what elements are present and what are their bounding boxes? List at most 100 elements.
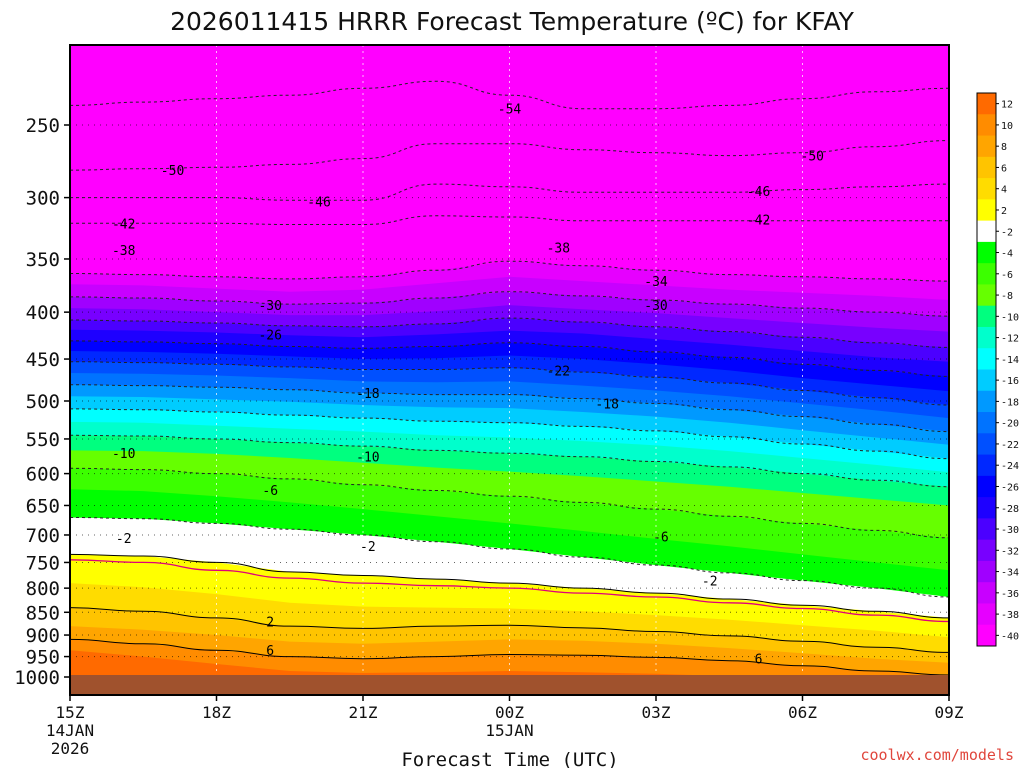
colorbar-label: 2	[1001, 206, 1007, 217]
y-tick-label: 450	[26, 349, 60, 371]
isotherm-line	[70, 467, 949, 539]
contour-label: -10	[112, 447, 135, 462]
isotherm-line	[70, 553, 949, 619]
isotherm-line	[70, 260, 949, 282]
colorbar-label: 4	[1001, 185, 1007, 196]
colorbar-swatch	[977, 603, 996, 626]
isotherm-line	[70, 80, 949, 110]
colorbar-label: -6	[1001, 270, 1013, 281]
colorbar-label: -14	[1001, 355, 1019, 366]
colorbar-swatch	[977, 199, 996, 222]
isotherm-line	[70, 317, 949, 348]
x-tick-sublabel: 14JAN	[46, 721, 94, 740]
isotherm-line	[70, 291, 949, 317]
colorbar-label: -24	[1001, 461, 1019, 472]
contour-label: -30	[258, 299, 281, 314]
contour-label: -18	[356, 387, 379, 402]
contour-label: -18	[595, 397, 618, 412]
contour-label: -38	[112, 244, 135, 259]
colorbar-swatch	[977, 114, 996, 137]
colorbar-label: -12	[1001, 334, 1019, 345]
chart-title: 2026011415 HRRR Forecast Temperature (ºC…	[170, 7, 855, 36]
y-tick-label: 300	[26, 188, 60, 210]
isotherm-line	[70, 517, 949, 598]
colorbar-swatch	[977, 220, 996, 243]
colorbar-swatch	[977, 369, 996, 392]
colorbar-swatch	[977, 241, 996, 264]
x-tick-label: 18Z	[202, 703, 231, 722]
y-tick-label: 350	[26, 249, 60, 271]
colorbar-border	[976, 92, 997, 647]
colorbar-swatch	[977, 305, 996, 328]
contour-label: -6	[653, 531, 669, 546]
y-tick-label: 850	[26, 602, 60, 624]
colorbar-label: 12	[1001, 100, 1013, 111]
x-tick-sublabel: 15JAN	[485, 721, 533, 740]
colorbar-swatch	[977, 263, 996, 285]
colorbar-swatch	[977, 412, 996, 434]
contour-label: -54	[498, 103, 522, 118]
y-axis: 2503003504004505005506006507007508008509…	[14, 115, 70, 689]
contour-label: -42	[747, 214, 770, 229]
colorbar-swatch	[977, 475, 996, 498]
colorbar-label: -26	[1001, 482, 1019, 493]
freezing-line	[70, 559, 949, 623]
colorbar-swatch	[977, 582, 996, 604]
x-tick-label: 15Z	[56, 703, 85, 722]
colorbar-legend: 12 10 8 6 4 2 -2 -4 -6 -8 -10 -12 -14 -16 -18 -20 -22 -24…	[976, 92, 1019, 647]
isotherm-line	[70, 384, 949, 433]
x-tick-label: 00Z	[495, 703, 524, 722]
y-tick-label: 700	[26, 525, 60, 547]
contour-label: -26	[258, 328, 281, 343]
x-axis-label: Forecast Time (UTC)	[401, 749, 618, 768]
colorbar-swatch	[977, 454, 996, 477]
isotherm-line	[70, 607, 949, 653]
colorbar-swatch	[977, 539, 996, 562]
contour-label: -42	[112, 217, 135, 232]
y-tick-label: 800	[26, 578, 60, 600]
y-tick-label: 900	[26, 625, 60, 647]
y-tick-label: 400	[26, 302, 60, 324]
contour-label: -30	[644, 299, 667, 314]
colorbar-label: -2	[1001, 227, 1013, 238]
y-tick-label: 950	[26, 647, 60, 669]
colorbar-label: -28	[1001, 504, 1019, 515]
x-tick-label: 03Z	[642, 703, 671, 722]
colorbar-label: -30	[1001, 525, 1019, 536]
x-tick-sublabel: 2026	[51, 739, 90, 758]
plot-area: -54-50-50-46-46-42 -42-38 -38-34-30 -30-26-…	[70, 45, 949, 695]
contour-label: -34	[644, 275, 668, 290]
contour-label: -2	[702, 575, 718, 590]
isotherm-line	[70, 140, 949, 171]
ground-terrain	[70, 675, 949, 695]
isotherm-line	[70, 215, 949, 226]
y-tick-label: 750	[26, 552, 60, 574]
colorbar-label: 10	[1001, 121, 1013, 132]
contour-label: -46	[747, 185, 770, 200]
colorbar-swatch	[977, 284, 996, 307]
colorbar-label: -32	[1001, 546, 1019, 557]
x-tick-label: 06Z	[788, 703, 817, 722]
contour-label: -46	[307, 196, 330, 211]
colorbar-label: 6	[1001, 163, 1007, 174]
colorbar-swatch	[977, 518, 996, 541]
colorbar-swatch	[977, 433, 996, 456]
contour-label: -22	[547, 364, 570, 379]
colorbar-swatch	[977, 93, 996, 115]
contour-label: -6	[262, 484, 278, 499]
contour-label: 6	[755, 653, 763, 668]
colorbar-swatch	[977, 135, 996, 158]
isotherm-line	[70, 638, 949, 676]
contour-label: 2	[266, 616, 274, 631]
y-tick-label: 250	[26, 115, 60, 137]
isotherm-line	[70, 361, 949, 406]
colorbar-label: -18	[1001, 397, 1019, 408]
x-tick-label: 09Z	[935, 703, 964, 722]
colorbar-label: -36	[1001, 589, 1019, 600]
isotherm-line	[70, 408, 949, 460]
colorbar-swatch	[977, 156, 996, 179]
colorbar-label: -38	[1001, 610, 1019, 621]
y-tick-label: 650	[26, 495, 60, 517]
x-tick-label: 21Z	[349, 703, 378, 722]
